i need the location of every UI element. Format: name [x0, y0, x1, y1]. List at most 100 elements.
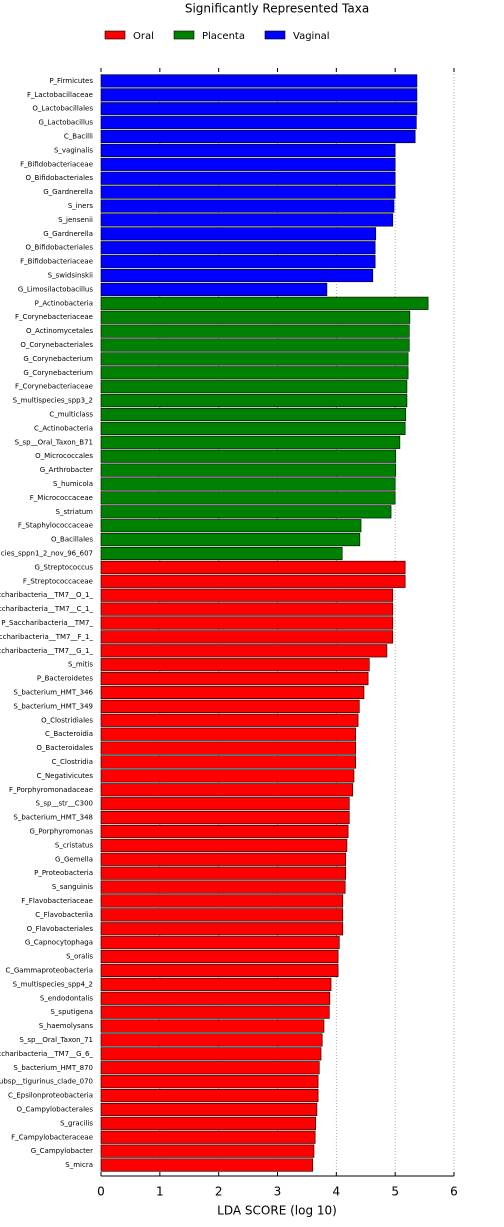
y-tick-label: F_Streptococcaceae [23, 577, 93, 585]
bar [100, 1130, 316, 1144]
bar [100, 338, 410, 352]
bar [100, 296, 429, 310]
y-tick-label: G_Gardnerella [43, 230, 93, 238]
bar [100, 505, 392, 519]
y-tick-label: O_Micrococcales [35, 452, 93, 460]
y-tick-label: S_sanguinis [52, 883, 94, 891]
y-tick-label: S_sp__Oral_Taxon_B71 [15, 438, 93, 446]
y-tick-label: C_Negativicutes [37, 772, 94, 780]
y-tick-label: S_cristatus [55, 841, 93, 849]
bar [100, 644, 388, 658]
y-tick-label: F_Bifidobacteriaceae [20, 160, 93, 168]
y-tick-label: F_Staphylococcaceae [18, 522, 93, 530]
bar [100, 546, 343, 561]
bar [100, 1144, 315, 1158]
bar [100, 963, 339, 978]
y-tick-label: ccharibacteria__TM7__F_1_ [0, 633, 93, 641]
y-tick-label: ccharibacteria__TM7__G_1_ [0, 647, 93, 655]
y-tick-label: G_Lactobacillus [39, 119, 94, 127]
legend-swatch [264, 30, 286, 40]
y-tick-label: P_Saccharibacteria__TM7_ [1, 619, 93, 627]
y-tick-label: S_endodontalis [40, 994, 93, 1002]
bar [100, 171, 396, 185]
y-tick-label: S_bacterium_HMT_348 [13, 814, 93, 822]
bar [100, 672, 369, 686]
bar [100, 1019, 325, 1033]
y-tick-label: S_multispecies_spp3_2 [13, 397, 93, 405]
bar [100, 268, 374, 283]
y-tick-label: S_striatum [56, 508, 94, 516]
bar [100, 241, 376, 255]
y-tick-label: S_swidsinskii [48, 272, 93, 280]
y-tick-label: S_mitis [68, 661, 93, 669]
bar [100, 129, 416, 144]
bar [100, 491, 396, 505]
x-tick-label: 4 [333, 1185, 341, 1199]
y-tick-label: O_Clostridiales [41, 716, 93, 724]
y-tick-label: S_multispecies_spp4_2 [13, 980, 93, 988]
bar [100, 1047, 322, 1061]
y-tick-label: G_Gemella [55, 855, 93, 863]
y-tick-label: ccharibacteria__TM7__O_1_ [0, 591, 93, 599]
bar [100, 1089, 319, 1103]
bar [100, 435, 401, 449]
y-tick-label: S_humicola [53, 480, 93, 488]
bar [100, 1158, 314, 1172]
bar [100, 380, 408, 394]
bar [100, 852, 347, 866]
y-tick-label: O_Lactobacillales [32, 105, 93, 113]
bar [100, 616, 394, 630]
y-tick-label: ccharibacteria__TM7__G_6_ [0, 1050, 93, 1058]
chart-title: Significantly Represented Taxa [185, 2, 369, 16]
x-tick-label: 2 [215, 1185, 223, 1199]
bar [100, 824, 349, 839]
legend-label: Placenta [202, 31, 245, 42]
y-tick-label: C_Gammaproteobacteria [5, 966, 93, 974]
bar [100, 991, 331, 1005]
y-tick-label: C_Bacteroidia [45, 730, 93, 738]
y-tick-label: C_Bacilli [64, 133, 93, 141]
bar [100, 88, 418, 102]
bar [100, 199, 395, 213]
bar [100, 811, 350, 825]
bar [100, 783, 354, 797]
y-tick-label: P_Proteobacteria [34, 869, 93, 877]
y-tick-label: O_Bifidobacteriales [25, 174, 93, 182]
x-tick-label: 5 [391, 1185, 399, 1199]
bar [100, 519, 362, 533]
bar [100, 213, 394, 227]
y-tick-label: ccharibacteria__TM7__C_1_ [0, 605, 93, 613]
y-tick-label: ubsp__tigurinus_clade_070 [0, 1078, 93, 1086]
bar [100, 741, 357, 755]
y-tick-label: O_Bacteroidales [36, 744, 93, 752]
bar [100, 1005, 330, 1019]
y-tick-label: S_jensenii [58, 216, 93, 224]
y-tick-label: C_Clostridia [52, 758, 93, 766]
bar [100, 977, 332, 991]
y-tick-label: F_Micrococcaceae [30, 494, 93, 502]
bar [100, 227, 377, 241]
y-tick-label: O_Bacillales [51, 536, 93, 544]
y-tick-label: P_Bacteroidetes [37, 675, 93, 683]
bar [100, 157, 396, 171]
bar [100, 908, 344, 922]
y-tick-label: G_Streptococcus [34, 563, 93, 571]
y-tick-label: C_Flavobacteriia [35, 911, 93, 919]
bar [100, 394, 408, 408]
y-tick-label: F_Porphyromonadaceae [9, 786, 93, 794]
bar [100, 102, 418, 116]
y-tick-label: C_multiclass [49, 411, 93, 419]
legend-swatch [104, 30, 126, 40]
y-tick-label: O_Actinomycetales [26, 327, 93, 335]
y-tick-label: G_Capnocytophaga [25, 939, 93, 947]
y-tick-label: G_Limosilactobacillus [18, 285, 93, 293]
bar [100, 838, 348, 852]
bar [100, 1102, 318, 1117]
bar [100, 185, 396, 199]
bar [100, 116, 417, 130]
bar [100, 936, 340, 950]
y-tick-label: S_bacterium_HMT_349 [13, 702, 93, 710]
bar [100, 449, 397, 463]
y-tick-label: S_haemolysans [39, 1022, 94, 1030]
